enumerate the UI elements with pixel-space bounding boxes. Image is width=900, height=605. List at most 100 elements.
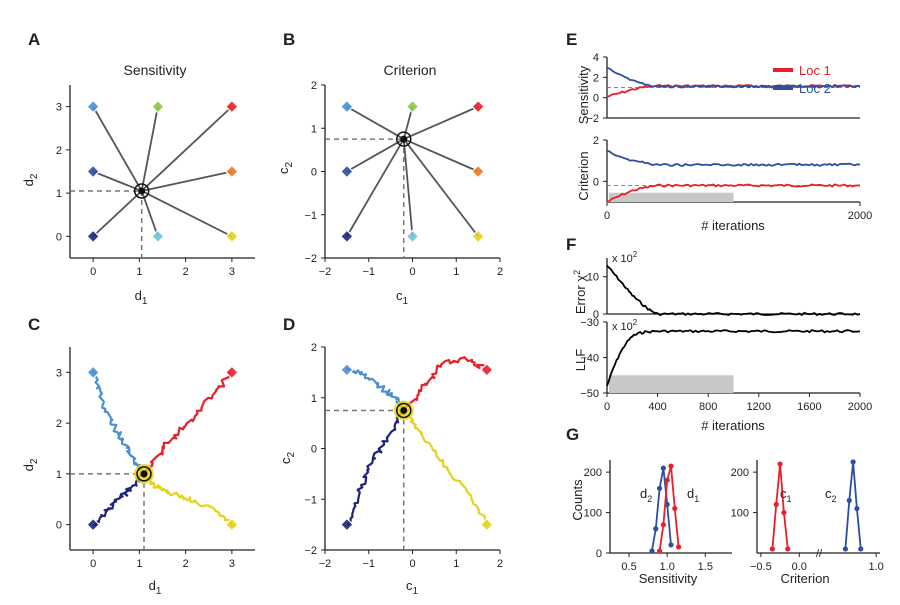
y-tick-label-g-left-1: 100 bbox=[584, 508, 602, 520]
start-diamond-c-1 bbox=[225, 365, 239, 380]
start-diamond-d-0 bbox=[340, 362, 354, 377]
spoke-b-6 bbox=[402, 138, 414, 237]
diamond-b-5 bbox=[340, 229, 354, 244]
y-tick-label-f-bottom-1: −40 bbox=[580, 353, 599, 365]
spoke-a-3 bbox=[92, 170, 143, 192]
hist-curve-g-left-1 bbox=[658, 465, 680, 552]
spoke-a-7 bbox=[141, 190, 233, 238]
x-tick-label-c-1: 1 bbox=[136, 558, 142, 570]
hist-point-g-left-0-1 bbox=[653, 526, 659, 532]
y-tick-label-d-0: −2 bbox=[304, 545, 317, 557]
hist-point-g-left-1-5 bbox=[676, 544, 682, 550]
x-tick-label-a-2: 2 bbox=[183, 266, 189, 278]
diamond-a-6 bbox=[151, 229, 165, 244]
center-target-c-dot bbox=[140, 470, 148, 478]
x-tick-label-f-bottom-0: 0 bbox=[604, 401, 610, 413]
y-tick-label-d-1: −1 bbox=[304, 494, 317, 506]
diamond-a-4 bbox=[225, 164, 239, 179]
axes-g-left: 0.5 1.0 1.5 0 100 200 bbox=[584, 460, 732, 573]
axes-b: −2 −1 0 1 2 −2 −1 0 1 2 bbox=[304, 80, 503, 278]
hist-point-g-left-0-0 bbox=[649, 548, 655, 554]
y-tick-label-f-top-0: 0 bbox=[593, 309, 599, 321]
panel-b-ylabel: c2 bbox=[276, 162, 295, 175]
diamond-a-3 bbox=[86, 164, 100, 179]
x-tick-label-b-4: 2 bbox=[497, 266, 503, 278]
start-diamond-d-2 bbox=[340, 517, 354, 532]
trajectory-c-3 bbox=[143, 472, 233, 527]
panel-a-ylabel: d2 bbox=[21, 173, 40, 186]
hist-curve-g-right-1 bbox=[844, 461, 862, 550]
y-tick-label-b-0: −2 bbox=[304, 253, 317, 265]
y-tick-label-g-right-0: 100 bbox=[731, 508, 749, 520]
x-tick-label-a-1: 1 bbox=[136, 266, 142, 278]
trajectory-d-1 bbox=[402, 356, 486, 412]
panel-g-xlabel-left: Sensitivity bbox=[639, 571, 698, 586]
center-target-a-dot bbox=[138, 187, 146, 195]
hist-point-g-left-1-4 bbox=[672, 505, 678, 512]
x-tick-label-d-1: −1 bbox=[362, 558, 375, 570]
panel-letter-c: C bbox=[28, 315, 40, 334]
x-tick-label-g-right-0: −0.5 bbox=[750, 561, 772, 573]
spoke-a-4 bbox=[141, 170, 233, 192]
panel-g-label-d1: d1 bbox=[687, 486, 699, 504]
panel-b-title: Criterion bbox=[384, 62, 437, 78]
x-tick-label-g-right-2: 1.0 bbox=[869, 561, 884, 573]
panel-c-xlabel: d1 bbox=[149, 578, 162, 597]
y-tick-label-f-bottom-2: −30 bbox=[580, 317, 599, 329]
x-tick-label-b-0: −2 bbox=[319, 266, 332, 278]
y-tick-label-e-bottom-1: 2 bbox=[593, 135, 599, 147]
spoke-a-0 bbox=[92, 106, 143, 192]
hist-point-g-left-1-2 bbox=[664, 477, 670, 483]
spoke-a-6 bbox=[140, 190, 159, 237]
hist-point-g-right-1-1 bbox=[846, 497, 852, 504]
hist-point-g-left-1-0 bbox=[656, 548, 663, 554]
spoke-b-3 bbox=[346, 138, 405, 173]
trajectory-d-2 bbox=[347, 409, 405, 527]
center-target-b-dot bbox=[400, 135, 408, 143]
y-tick-label-g-left-0: 0 bbox=[596, 548, 602, 560]
trajectory-c-0 bbox=[91, 370, 146, 475]
x-tick-label-c-2: 2 bbox=[183, 558, 189, 570]
x-tick-label-g-right-1: 0.0 bbox=[792, 561, 807, 573]
panel-letter-f: F bbox=[566, 235, 576, 254]
y-tick-label-a-2: 2 bbox=[56, 145, 62, 157]
axes-d: −2 −1 0 1 2 −2 −1 0 1 2 bbox=[304, 342, 503, 570]
trajectory-c-2 bbox=[93, 472, 146, 527]
series-line-e-top-1 bbox=[606, 66, 861, 89]
panel-g-ylabel: Counts bbox=[570, 479, 585, 521]
series-line-e-bottom-0 bbox=[606, 183, 861, 203]
center-target-d-ring bbox=[396, 402, 412, 419]
spoke-b-5 bbox=[346, 138, 405, 237]
spoke-a-2 bbox=[141, 105, 233, 192]
marks-b bbox=[325, 99, 485, 258]
hist-point-g-left-0-5 bbox=[668, 542, 674, 548]
y-tick-label-e-top-2: 2 bbox=[593, 72, 599, 84]
trajectory-c-1 bbox=[142, 371, 231, 475]
x-tick-label-f-bottom-5: 2000 bbox=[848, 401, 872, 413]
panel-d-xlabel: c1 bbox=[406, 578, 419, 597]
legend-swatch-loc2 bbox=[773, 86, 793, 90]
legend-swatch-loc1 bbox=[773, 68, 793, 72]
panel-f-xlabel: # iterations bbox=[701, 418, 765, 433]
x-tick-label-c-3: 3 bbox=[229, 558, 235, 570]
hist-point-g-right-0-0 bbox=[769, 546, 775, 552]
x-tick-label-d-4: 2 bbox=[497, 558, 503, 570]
center-target-a-ring bbox=[133, 183, 150, 199]
panel-g-label-c2: c2 bbox=[825, 486, 837, 504]
hist-point-g-left-0-2 bbox=[656, 485, 663, 491]
x-tick-label-g-left-1: 1.0 bbox=[660, 561, 675, 573]
y-tick-label-c-2: 2 bbox=[56, 418, 62, 430]
x-tick-label-d-3: 1 bbox=[453, 558, 459, 570]
axis-break-g-right: // bbox=[816, 548, 823, 560]
x-tick-label-f-bottom-1: 400 bbox=[648, 401, 666, 413]
y-tick-label-f-top-1: 10 bbox=[587, 272, 599, 284]
shaded-region-f-bottom bbox=[609, 375, 734, 393]
trajectory-d-3 bbox=[402, 409, 488, 527]
spoke-b-7 bbox=[403, 138, 479, 237]
panel-e-ylabel-top: Sensitivity bbox=[576, 65, 591, 124]
x-tick-label-e-bottom-1: 2000 bbox=[848, 210, 872, 222]
y-tick-label-d-4: 2 bbox=[311, 342, 317, 354]
marks-e-top bbox=[606, 66, 861, 98]
x-tick-label-c-0: 0 bbox=[90, 558, 96, 570]
